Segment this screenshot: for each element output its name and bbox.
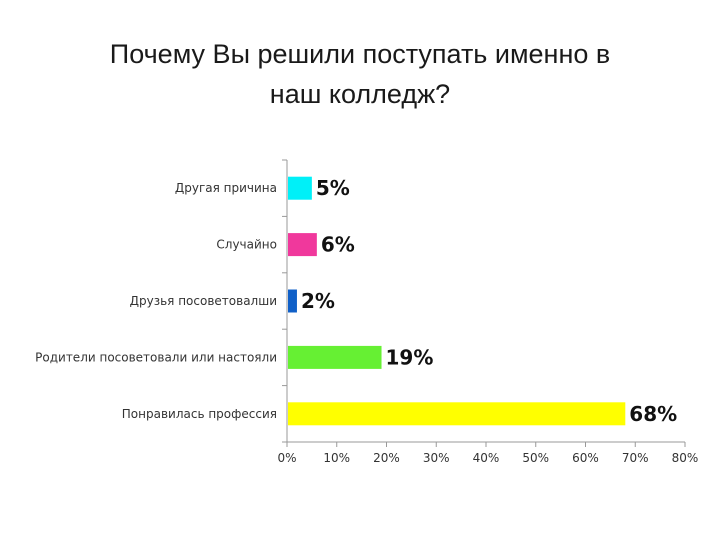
category-label: Родители посоветовали или настояли xyxy=(35,350,277,364)
chart-title: Почему Вы решили поступать именно в наш … xyxy=(40,34,680,114)
category-label: Друзья посоветовалши xyxy=(130,294,277,308)
bar xyxy=(288,402,626,426)
bar xyxy=(288,233,317,257)
x-tick-label: 60% xyxy=(572,451,599,465)
x-tick-label: 50% xyxy=(522,451,549,465)
bar xyxy=(288,289,297,313)
data-label: 19% xyxy=(386,345,434,369)
chart-title-line-1: Почему Вы решили поступать именно в xyxy=(109,39,611,69)
x-tick-label: 40% xyxy=(473,451,500,465)
data-label: 6% xyxy=(321,233,355,257)
category-label: Понравилась профессия xyxy=(122,407,277,421)
chart-title-line-2: наш колледж? xyxy=(269,79,451,109)
bar xyxy=(288,345,382,369)
x-tick-label: 70% xyxy=(622,451,649,465)
data-label: 68% xyxy=(629,402,677,426)
data-label: 5% xyxy=(316,176,350,200)
x-tick-label: 20% xyxy=(373,451,400,465)
x-tick-label: 80% xyxy=(672,451,699,465)
x-tick-label: 30% xyxy=(423,451,450,465)
x-tick-label: 10% xyxy=(323,451,350,465)
x-tick-label: 0% xyxy=(277,451,296,465)
data-label: 2% xyxy=(301,289,335,313)
bar xyxy=(288,176,312,200)
category-label: Случайно xyxy=(216,238,277,252)
category-label: Другая причина xyxy=(175,181,277,195)
